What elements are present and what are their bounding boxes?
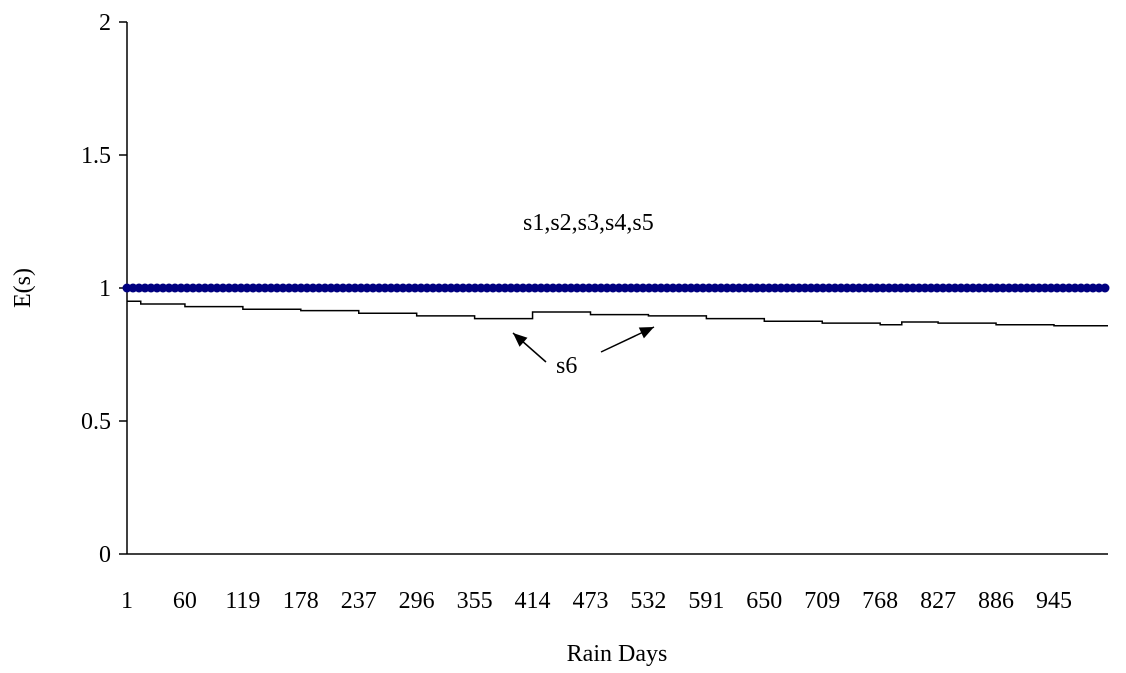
y-axis-title: E(s) (10, 268, 36, 308)
x-tick-label: 827 (920, 588, 956, 614)
y-tick-label: 1.5 (81, 143, 111, 169)
annotation-s1-s5: s1,s2,s3,s4,s5 (523, 210, 654, 236)
x-tick-label: 886 (978, 588, 1014, 614)
y-tick-label: 2 (99, 10, 111, 36)
x-tick-label: 709 (804, 588, 840, 614)
x-axis-title: Rain Days (567, 641, 668, 667)
x-tick-label: 945 (1036, 588, 1072, 614)
annotation-s6: s6 (556, 353, 577, 379)
x-tick-label: 414 (515, 588, 551, 614)
series-layer (122, 283, 1110, 327)
y-tick-label: 0 (99, 542, 111, 568)
x-tick-label: 60 (173, 588, 197, 614)
x-tick-label: 768 (862, 588, 898, 614)
annotation-arrowhead-left (513, 333, 528, 347)
annotation-arrowhead-right (638, 327, 654, 339)
x-tick-label: 650 (746, 588, 782, 614)
x-tick-label: 532 (630, 588, 666, 614)
y-ticks: 0 0.5 1 1.5 2 (81, 10, 127, 568)
y-tick-label: 1 (99, 276, 111, 302)
series-point (1100, 283, 1110, 293)
x-tick-label: 473 (572, 588, 608, 614)
x-tick-label: 1 (121, 588, 133, 614)
x-tick-label: 119 (225, 588, 260, 614)
x-ticks: 1 60 119 178 237 296 355 414 473 532 591 650 709 768 8… (121, 588, 1072, 614)
series-s6-line (127, 300, 1108, 327)
x-tick-label: 355 (457, 588, 493, 614)
x-tick-label: 296 (399, 588, 435, 614)
series-s1-s5 (122, 283, 1110, 293)
annotations: s1,s2,s3,s4,s5 s6 (512, 210, 655, 379)
y-tick-label: 0.5 (81, 409, 111, 435)
x-tick-label: 237 (341, 588, 377, 614)
x-tick-label: 178 (283, 588, 319, 614)
x-tick-label: 591 (688, 588, 724, 614)
